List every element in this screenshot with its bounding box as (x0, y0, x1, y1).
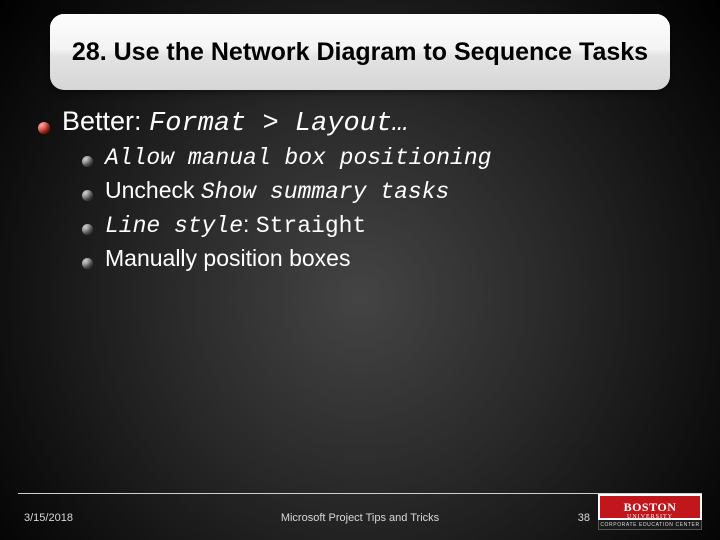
logo-text-line1: BOSTON (624, 500, 677, 515)
bullet-level2: Manually position boxes (82, 245, 682, 272)
slide-title: 28. Use the Network Diagram to Sequence … (72, 37, 648, 67)
title-box: 28. Use the Network Diagram to Sequence … (50, 14, 670, 90)
bullet-icon (82, 224, 93, 235)
bullet-level2: Allow manual box positioning (82, 145, 682, 171)
logo-bottom: CORPORATE EDUCATION CENTER (598, 520, 702, 530)
text-plain: : (243, 211, 256, 237)
text-mono: Straight (256, 213, 366, 239)
bullet-text: Better: Format > Layout… (62, 106, 408, 139)
bullet-icon (38, 122, 50, 134)
bullet-text: Manually position boxes (105, 245, 350, 272)
text-mono: Line style (105, 213, 243, 239)
bullet-level2: Line style: Straight (82, 211, 682, 239)
bullet-text: Uncheck Show summary tasks (105, 177, 449, 205)
slide-body: Better: Format > Layout… Allow manual bo… (38, 100, 682, 278)
text-mono: Show summary tasks (201, 179, 449, 205)
boston-university-logo: BOSTON UNIVERSITY CORPORATE EDUCATION CE… (598, 494, 702, 534)
bullet-level1: Better: Format > Layout… (38, 106, 682, 139)
text-plain: Uncheck (105, 177, 201, 203)
logo-text-line2: UNIVERSITY (627, 514, 673, 520)
bullet-icon (82, 156, 93, 167)
bullet-icon (82, 190, 93, 201)
bullet-text: Line style: Straight (105, 211, 366, 239)
bullet-icon (82, 258, 93, 269)
bullet-level2: Uncheck Show summary tasks (82, 177, 682, 205)
logo-top: BOSTON UNIVERSITY (598, 494, 702, 520)
footer-page-number: 38 (578, 512, 590, 524)
slide: 28. Use the Network Diagram to Sequence … (0, 0, 720, 540)
text-plain: Better: (62, 106, 149, 136)
bullet-text: Allow manual box positioning (105, 145, 491, 171)
text-mono: Format > Layout… (149, 109, 408, 139)
